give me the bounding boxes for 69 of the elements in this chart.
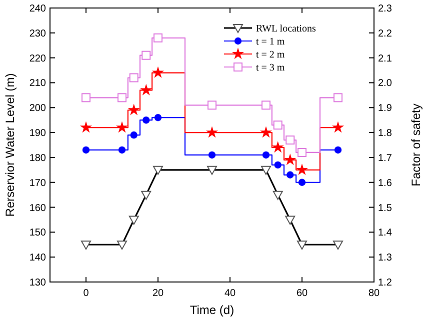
y2-tick-label: 2.0 [378,78,392,90]
x-tick-label: 0 [83,288,90,299]
legend-label: t = 2 m [256,50,285,60]
point [274,161,282,169]
y2-tick-label: 1.2 [378,278,392,288]
point [284,154,296,166]
y2-tick-label: 1.3 [378,252,392,264]
point [334,93,342,102]
point [128,104,140,116]
point [82,146,90,154]
y-tick-label: 220 [29,53,46,64]
point [208,100,216,110]
point [272,141,284,153]
point [260,126,272,138]
x-tick-label: 60 [296,288,308,299]
point [129,73,138,82]
y-tick-label: 180 [29,152,46,164]
y-tick-label: 210 [29,78,46,90]
point [262,151,270,159]
y2-tick-label: 1.4 [378,228,392,239]
point [116,121,128,133]
point [298,148,306,157]
y-tick-label: 240 [29,4,46,14]
point [118,93,126,102]
legend-label: RWL locations [256,24,316,34]
point [262,100,270,110]
y-tick-label: 190 [29,128,46,140]
y2-tick-label: 2.1 [378,53,392,64]
y2-tick-label: 1.9 [378,103,392,114]
point [118,146,126,154]
point [296,164,308,176]
point [298,178,306,186]
x-tick-label: 40 [224,288,236,299]
point [334,146,342,154]
point [142,50,151,60]
point [80,121,92,133]
y2-tick-label: 1.6 [378,178,392,189]
y-tick-label: 200 [29,103,46,114]
point [273,120,282,130]
point [142,116,150,124]
y2-tick-label: 1.8 [378,128,392,140]
point [130,131,138,139]
x-tick-label: 20 [152,288,164,299]
y-tick-label: 140 [29,252,46,264]
y-axis-title: Rerservior Water Level (m) [3,73,17,217]
x-axis-title: Time (d) [190,303,234,317]
point [140,84,152,96]
legend-label: t = 3 m [256,62,285,74]
y-tick-label: 170 [29,178,46,189]
y2-axis-title: Factor of safety [409,104,423,186]
point [82,93,90,102]
y2-tick-label: 2.3 [378,4,392,14]
y-tick-label: 230 [29,28,46,40]
point [154,33,162,42]
point [332,121,344,133]
point [206,126,218,138]
y2-tick-label: 1.7 [378,152,392,164]
y-tick-label: 150 [29,228,46,239]
x-tick-label: 80 [368,288,380,299]
y-tick-label: 160 [29,202,46,214]
point [152,66,164,78]
point [286,171,294,178]
y2-tick-label: 1.5 [378,202,392,214]
legend-label: t = 1 m [256,36,285,48]
y-tick-label: 130 [29,278,46,288]
point [286,136,295,145]
point [208,151,216,159]
point [154,114,162,122]
y2-tick-label: 2.2 [378,28,392,40]
